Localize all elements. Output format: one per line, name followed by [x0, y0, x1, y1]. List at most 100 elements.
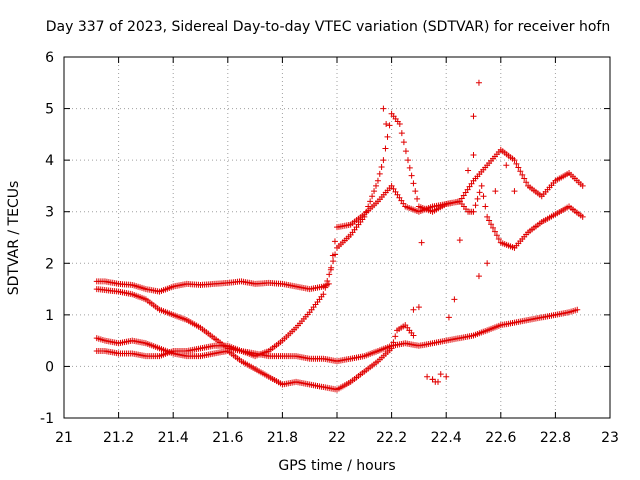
data-point — [503, 162, 510, 169]
y-tick-label: -1 — [40, 411, 54, 427]
grid — [64, 57, 610, 418]
data-point — [511, 188, 518, 195]
data-point — [475, 273, 482, 280]
data-point — [484, 213, 491, 220]
data-point — [445, 314, 452, 321]
data-point — [456, 237, 463, 244]
x-tick-label: 21.6 — [212, 430, 243, 446]
chart-title: Day 337 of 2023, Sidereal Day-to-day VTE… — [46, 19, 610, 35]
data-point — [331, 238, 338, 245]
data-point — [388, 345, 395, 352]
data-point — [365, 203, 372, 210]
data-point — [490, 224, 496, 231]
data-point — [402, 148, 409, 155]
data-point — [410, 306, 417, 313]
y-axis-label: SDTVAR / TECUs — [6, 181, 22, 296]
data-point — [326, 271, 333, 278]
data-point — [515, 164, 522, 171]
data-point — [480, 193, 487, 200]
x-tick-label: 22.8 — [540, 430, 571, 446]
data-point — [482, 203, 489, 210]
data-point — [408, 172, 415, 179]
data-point — [488, 221, 495, 228]
data-point — [371, 188, 378, 195]
data-point — [382, 145, 389, 152]
data-point — [361, 213, 368, 220]
x-tick-label: 21.4 — [158, 430, 189, 446]
data-point — [517, 168, 524, 175]
data-point — [493, 232, 500, 239]
data-point — [443, 373, 450, 380]
data-point — [386, 122, 393, 129]
data-point — [332, 251, 339, 258]
x-tick-label: 22.4 — [431, 430, 462, 446]
data-point — [398, 130, 405, 137]
data-point — [418, 239, 425, 246]
x-tick-label: 21.2 — [103, 430, 134, 446]
y-tick-label: 3 — [45, 205, 54, 221]
data-point — [574, 306, 581, 313]
data-point — [523, 179, 530, 186]
data-point — [415, 304, 422, 311]
data-point — [484, 260, 491, 267]
data-point — [406, 164, 413, 171]
data-point — [470, 151, 477, 158]
data-point — [486, 217, 493, 224]
data-point — [476, 189, 483, 196]
y-tick-label: 1 — [45, 308, 54, 324]
data-point — [376, 170, 383, 177]
data-point — [470, 208, 477, 215]
data-point — [474, 195, 481, 202]
data-point — [465, 167, 472, 174]
data-point — [369, 193, 376, 200]
data-point — [363, 208, 370, 215]
x-tick-label: 22 — [328, 430, 346, 446]
data-point — [495, 235, 502, 242]
data-point — [390, 339, 397, 346]
y-tick-label: 6 — [45, 50, 54, 66]
data-point — [472, 202, 479, 209]
data-point — [451, 296, 458, 303]
data-point — [322, 284, 329, 291]
data-point — [373, 182, 379, 189]
data-point — [380, 105, 387, 112]
data-point — [478, 182, 485, 189]
data-point — [396, 121, 403, 128]
data-point — [404, 157, 411, 164]
data-point — [513, 160, 520, 167]
data-point — [378, 164, 385, 171]
x-tick-label: 21 — [55, 430, 73, 446]
data-point — [414, 195, 421, 202]
y-tick-label: 2 — [45, 256, 54, 272]
x-tick-label: 23 — [601, 430, 619, 446]
data-points — [93, 79, 586, 393]
data-point — [412, 188, 419, 195]
x-axis-label: GPS time / hours — [278, 458, 395, 474]
data-point — [579, 213, 586, 220]
data-point — [400, 139, 407, 146]
data-point — [432, 378, 439, 385]
x-tick-label: 22.6 — [485, 430, 516, 446]
data-point — [410, 180, 417, 187]
x-tick-label: 21.8 — [267, 430, 298, 446]
data-point — [392, 333, 399, 340]
data-point — [380, 157, 387, 164]
data-point — [328, 264, 335, 271]
data-point — [429, 376, 436, 383]
y-tick-label: 5 — [45, 102, 54, 118]
data-point — [579, 182, 586, 189]
data-point — [424, 373, 431, 380]
y-tick-label: 4 — [45, 153, 54, 169]
data-point — [383, 121, 390, 128]
data-point — [521, 175, 528, 182]
data-point — [511, 157, 518, 164]
data-point — [491, 228, 498, 235]
data-point — [475, 79, 482, 86]
x-tick-label: 22.2 — [376, 430, 407, 446]
data-point — [410, 332, 417, 339]
data-point — [330, 258, 337, 265]
data-point — [519, 171, 526, 178]
data-point — [492, 188, 499, 195]
data-point — [367, 198, 374, 205]
